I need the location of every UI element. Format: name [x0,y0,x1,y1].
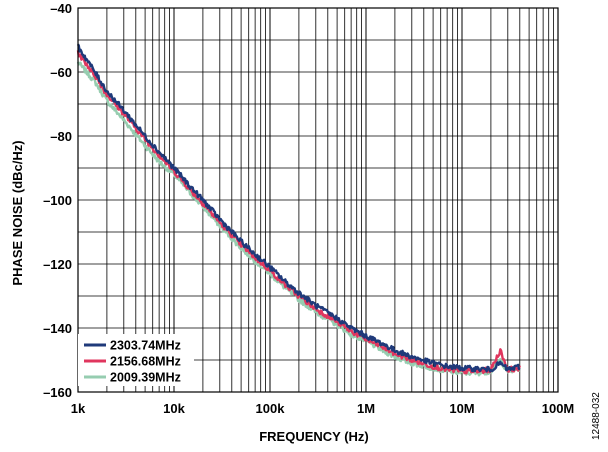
x-tick-label: 1k [71,401,86,416]
legend: 2303.74MHz 2156.68MHz 2009.39MHz [78,334,194,386]
x-tick-label: 100M [542,401,575,416]
y-tick-label: –40 [50,1,72,16]
y-tick-label: –160 [43,385,72,400]
y-tick-label: –60 [50,65,72,80]
x-tick-labels: 1k 10k 100k 1M 10M 100M [71,401,575,416]
legend-label: 2009.39MHz [110,371,181,385]
figure-id: 12488-032 [591,392,602,440]
plot-frame [77,7,559,393]
series-lines [76,43,521,377]
x-axis-title: FREQUENCY (Hz) [259,429,369,444]
series-line [76,43,521,373]
x-tick-label: 1M [357,401,375,416]
x-tick-label: 10k [163,401,185,416]
y-tick-label: –100 [43,193,72,208]
y-axis-title: PHASE NOISE (dBc/Hz) [10,140,25,285]
x-tick-label: 10M [449,401,474,416]
legend-label: 2156.68MHz [110,355,181,369]
x-tick-label: 100k [256,401,286,416]
y-tick-label: –140 [43,321,72,336]
y-tick-labels: –40 –60 –80 –100 –120 –140 –160 [43,1,72,400]
y-tick-label: –80 [50,129,72,144]
y-tick-label: –120 [43,257,72,272]
legend-label: 2303.74MHz [110,339,181,353]
